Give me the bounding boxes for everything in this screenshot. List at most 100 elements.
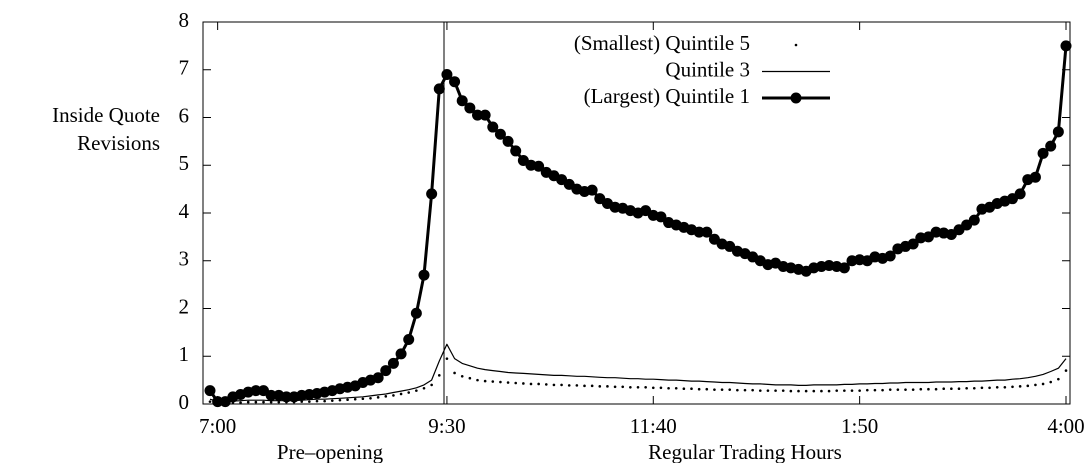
data-point <box>781 389 785 392</box>
data-point <box>674 386 678 390</box>
data-point <box>988 386 991 390</box>
legend-swatch <box>790 92 802 104</box>
data-point <box>1011 385 1014 389</box>
data-point <box>544 383 548 386</box>
y-tick-label: 8 <box>179 8 190 32</box>
data-point <box>1049 380 1053 384</box>
data-point <box>491 380 495 383</box>
data-point <box>204 385 216 397</box>
data-point <box>392 394 395 397</box>
data-point <box>705 387 709 391</box>
y-tick-label: 6 <box>179 103 190 127</box>
data-point <box>483 379 487 383</box>
data-point <box>865 388 869 392</box>
data-point <box>250 385 262 397</box>
data-point <box>415 389 418 392</box>
data-point <box>499 380 502 384</box>
data-point <box>655 211 667 223</box>
data-point <box>430 383 433 387</box>
data-point <box>280 391 292 403</box>
data-point <box>262 400 265 404</box>
data-point <box>774 389 777 392</box>
data-point <box>972 386 976 390</box>
data-point <box>380 365 392 377</box>
data-point <box>651 386 655 390</box>
x-tick-label: 7:00 <box>199 414 236 438</box>
data-point <box>567 384 571 387</box>
data-point <box>873 388 877 392</box>
data-point <box>1014 188 1026 200</box>
y-tick-label: 2 <box>179 294 190 318</box>
data-point <box>1060 40 1072 52</box>
data-point <box>472 109 483 121</box>
data-point <box>369 396 372 400</box>
data-point <box>968 214 980 226</box>
legend-label: (Smallest) Quintile 5 <box>574 31 750 55</box>
data-point <box>613 385 617 389</box>
data-point <box>838 262 850 274</box>
data-point <box>399 392 403 396</box>
data-point <box>942 387 946 391</box>
data-point <box>919 387 923 391</box>
data-point <box>269 400 273 404</box>
data-point <box>835 389 839 392</box>
data-point <box>494 128 506 140</box>
x-section-label: Pre–opening <box>277 440 384 463</box>
data-point <box>743 388 747 392</box>
data-point <box>1045 140 1057 152</box>
x-tick-label: 9:30 <box>428 414 465 438</box>
data-point <box>468 376 472 380</box>
data-point <box>464 102 476 114</box>
data-point <box>881 388 884 392</box>
data-point <box>980 386 984 390</box>
data-point <box>330 399 334 402</box>
data-point <box>441 69 453 81</box>
y-tick-label: 5 <box>179 151 190 175</box>
data-point <box>827 389 831 393</box>
data-point <box>850 389 854 392</box>
data-point <box>697 387 701 391</box>
x-tick-label: 4:00 <box>1047 414 1084 438</box>
data-point <box>911 388 915 391</box>
data-point <box>437 374 441 377</box>
x-tick-label: 1:50 <box>841 414 878 438</box>
data-point <box>797 389 800 393</box>
legend-label: (Largest) Quintile 1 <box>584 84 750 108</box>
data-point <box>1003 385 1007 389</box>
data-point <box>514 381 518 385</box>
data-point <box>487 121 499 133</box>
data-point <box>606 385 609 388</box>
data-point <box>537 382 540 386</box>
data-point <box>927 387 930 391</box>
data-point <box>751 388 754 392</box>
y-tick-label: 0 <box>179 390 190 414</box>
data-point <box>246 400 250 404</box>
data-point <box>843 389 846 392</box>
data-point <box>376 396 380 399</box>
data-point <box>728 388 732 391</box>
data-point <box>239 401 242 404</box>
data-point <box>361 397 365 401</box>
y-axis-label: Revisions <box>77 131 160 155</box>
data-point <box>533 160 545 172</box>
data-point <box>950 387 953 391</box>
data-point <box>315 399 319 403</box>
data-point <box>820 389 823 393</box>
y-tick-label: 1 <box>179 342 190 366</box>
data-point <box>1026 384 1030 388</box>
x-tick-label: 11:40 <box>630 414 677 438</box>
data-point <box>372 372 384 384</box>
data-point <box>460 375 464 378</box>
data-point <box>1041 382 1045 386</box>
data-point <box>1034 383 1037 387</box>
data-point <box>736 388 739 392</box>
data-point <box>407 391 411 394</box>
data-point <box>277 400 281 404</box>
y-tick-label: 3 <box>179 247 190 271</box>
data-point <box>575 384 579 387</box>
data-point <box>422 386 426 390</box>
data-point <box>789 389 793 393</box>
data-point <box>212 396 224 408</box>
data-point <box>934 387 938 391</box>
